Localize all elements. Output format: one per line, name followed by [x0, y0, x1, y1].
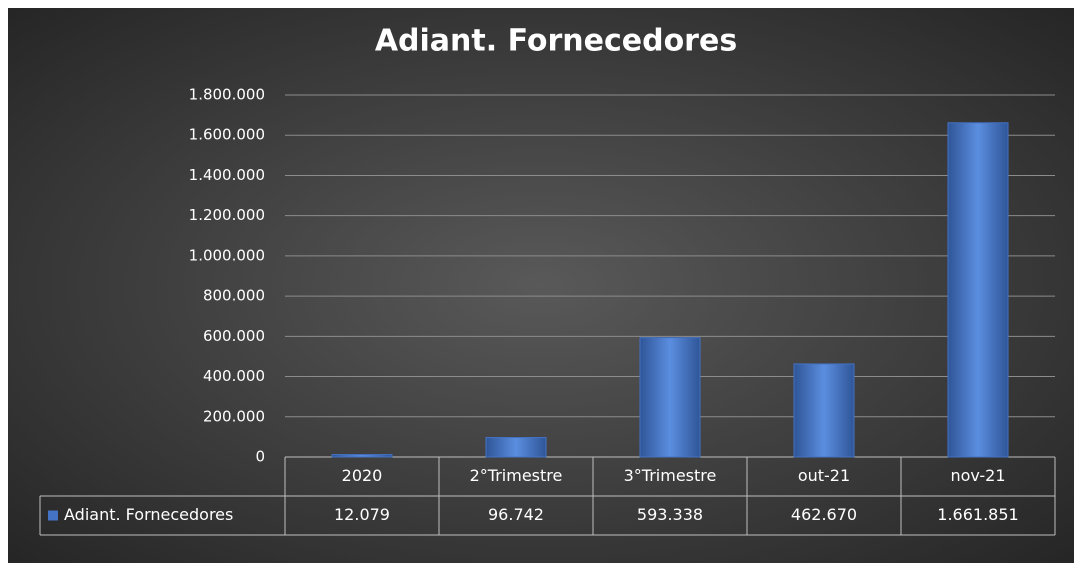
bar: [793, 363, 855, 458]
y-tick-label: 0: [255, 448, 265, 466]
y-tick-label: 1.400.000: [189, 166, 265, 184]
legend-label: Adiant. Fornecedores: [64, 505, 233, 524]
legend-swatch: [48, 510, 58, 521]
x-tick-label: out-21: [798, 466, 850, 485]
y-tick-label: 200.000: [203, 407, 265, 425]
chart-title: Adiant. Fornecedores: [375, 24, 737, 59]
data-label: 462.670: [791, 505, 857, 524]
y-tick-label: 1.800.000: [189, 86, 265, 104]
data-label: 12.079: [334, 505, 390, 524]
x-tick-label: 3°Trimestre: [624, 466, 717, 485]
y-tick-label: 1.000.000: [189, 246, 265, 264]
y-tick-label: 800.000: [203, 287, 265, 305]
y-tick-label: 400.000: [203, 367, 265, 385]
x-tick-label: nov-21: [950, 466, 1005, 485]
data-label: 593.338: [637, 505, 703, 524]
bar: [485, 437, 547, 458]
y-tick-label: 600.000: [203, 327, 265, 345]
x-tick-label: 2°Trimestre: [470, 466, 563, 485]
chart-background: [8, 8, 1074, 563]
bar: [947, 122, 1009, 458]
bar: [639, 337, 701, 458]
bar: [331, 454, 393, 458]
y-tick-label: 1.600.000: [189, 126, 265, 144]
data-label: 96.742: [488, 505, 544, 524]
data-label: 1.661.851: [937, 505, 1018, 524]
x-tick-label: 2020: [342, 466, 383, 485]
y-tick-label: 1.200.000: [189, 206, 265, 224]
